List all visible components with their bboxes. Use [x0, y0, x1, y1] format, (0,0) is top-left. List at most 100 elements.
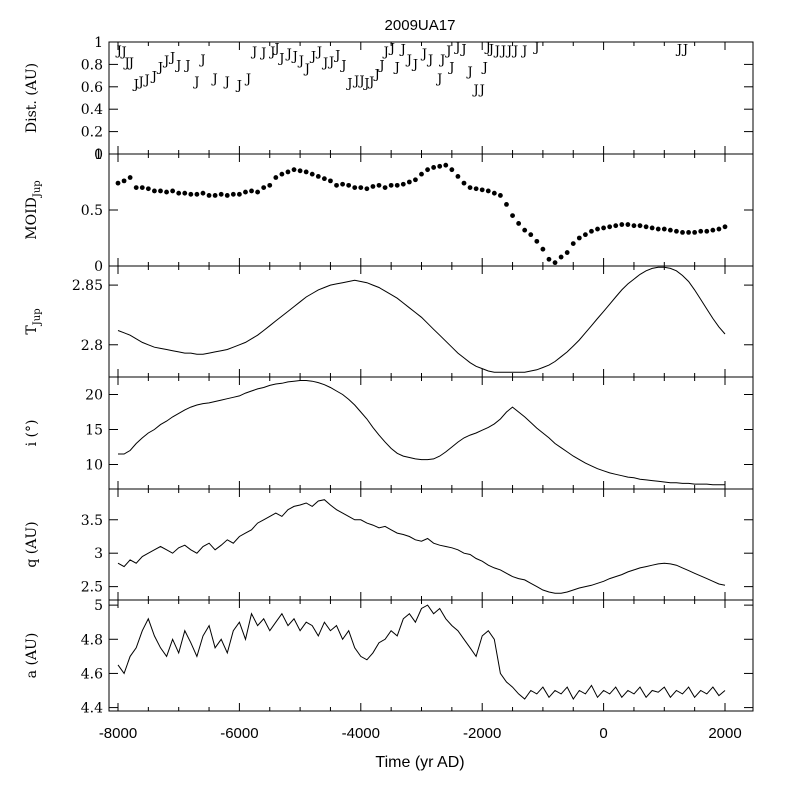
y-tick-label: 15 — [85, 423, 103, 439]
data-point — [692, 230, 698, 235]
data-point — [133, 185, 139, 191]
data-point — [285, 169, 291, 175]
data-point: J — [411, 57, 418, 72]
data-point — [473, 186, 479, 192]
data-point: J — [250, 45, 257, 60]
data-point: J — [143, 73, 150, 88]
panel-frame — [108, 488, 754, 601]
y-tick-label: 0 — [94, 147, 103, 163]
data-point — [686, 230, 691, 235]
y-axis-label: TJup — [24, 308, 43, 334]
data-point — [491, 190, 497, 196]
data-point: J — [377, 58, 384, 73]
data-point: J — [119, 45, 126, 60]
data-point: J — [162, 54, 169, 69]
data-point: J — [235, 79, 242, 94]
x-tick-label: -2000 — [463, 725, 501, 742]
data-point — [176, 190, 182, 196]
data-point — [364, 186, 370, 192]
data-point — [400, 181, 406, 187]
data-point: J — [115, 44, 122, 59]
series-line — [117, 266, 726, 373]
x-tick-label: -8000 — [99, 725, 137, 742]
y-tick-label: 2.8 — [81, 338, 103, 354]
data-point — [498, 193, 503, 198]
data-point — [315, 174, 321, 179]
series-line — [117, 499, 726, 594]
data-point: J — [493, 44, 500, 59]
y-tick-label: 4.4 — [81, 701, 103, 717]
y-tick-label: 10 — [85, 458, 103, 474]
data-point — [449, 167, 455, 173]
data-point — [376, 182, 382, 188]
data-point — [431, 165, 437, 170]
data-point — [589, 228, 594, 234]
data-point — [212, 193, 218, 198]
data-point: J — [393, 61, 400, 76]
y-tick-label: 1 — [94, 35, 103, 51]
y-tick-label: 4.8 — [81, 632, 103, 648]
data-point: J — [487, 43, 494, 58]
data-point: J — [399, 43, 406, 58]
data-point — [461, 180, 467, 186]
data-point: J — [447, 61, 454, 76]
data-point — [655, 226, 661, 232]
data-point — [667, 227, 673, 233]
data-point — [540, 246, 546, 252]
data-point — [643, 224, 649, 230]
y-tick-label: 3.5 — [81, 513, 103, 529]
data-point: J — [420, 47, 427, 62]
data-point — [552, 260, 558, 266]
panel-5: 2.5 3 3.5 q (AU) — [24, 488, 754, 601]
data-point: J — [435, 72, 442, 87]
data-point: J — [291, 49, 298, 64]
data-point — [698, 228, 704, 234]
data-point: J — [382, 45, 389, 60]
data-point — [619, 222, 625, 227]
data-point — [218, 191, 224, 197]
data-point — [534, 238, 540, 244]
panel-3: 2.8 2.85 TJup — [24, 265, 754, 378]
data-point: J — [373, 67, 380, 82]
data-point — [224, 193, 230, 198]
data-point — [625, 222, 631, 227]
data-point — [370, 184, 376, 189]
data-point: J — [453, 40, 460, 55]
data-point — [321, 176, 327, 182]
data-point: J — [136, 75, 143, 90]
data-point: J — [388, 42, 395, 57]
data-point — [267, 182, 273, 188]
data-point — [649, 225, 655, 231]
data-point — [516, 221, 522, 226]
data-point — [661, 226, 667, 232]
data-point — [406, 179, 412, 185]
data-point: J — [472, 83, 479, 98]
data-point: J — [244, 72, 251, 87]
data-point: J — [333, 48, 340, 63]
data-point: J — [297, 54, 304, 69]
data-point — [637, 223, 643, 229]
data-point: J — [681, 43, 688, 58]
data-point — [255, 189, 261, 195]
data-point — [182, 190, 188, 196]
panel-2: 0 0.5 1 MOIDJup — [24, 147, 754, 275]
data-point — [158, 188, 163, 194]
data-point — [170, 188, 176, 194]
data-point: J — [198, 53, 205, 68]
y-axis-label: Dist. (AU) — [24, 63, 40, 133]
data-point — [443, 162, 449, 168]
data-point: J — [675, 43, 682, 58]
data-point: J — [478, 83, 485, 98]
data-point — [261, 185, 267, 191]
data-point — [607, 224, 613, 230]
x-tick-label: 2000 — [708, 725, 741, 742]
data-point: J — [444, 44, 451, 59]
data-point — [279, 171, 285, 177]
series-line — [117, 604, 726, 700]
data-point: J — [211, 72, 218, 87]
data-point — [437, 163, 443, 169]
panel-4: 10 15 20 i (°) — [24, 376, 754, 490]
y-tick-label: 0.4 — [81, 102, 103, 118]
data-point: J — [459, 43, 466, 58]
